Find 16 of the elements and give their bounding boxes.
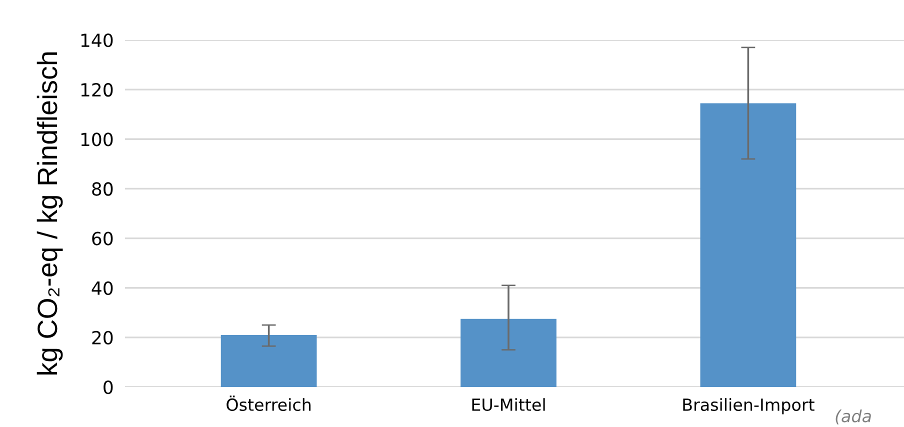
y-tick-label: 100 xyxy=(81,132,113,146)
x-tick-label: Brasilien-Import xyxy=(683,398,814,414)
y-tick-label: 60 xyxy=(92,232,113,246)
y-tick-label: 80 xyxy=(92,182,113,196)
x-tick-label: EU-Mittel xyxy=(472,398,545,412)
y-tick-label: 40 xyxy=(92,281,113,295)
bar xyxy=(700,103,796,387)
bar xyxy=(460,318,556,387)
text: (ada xyxy=(836,409,871,424)
y-axis-title: kg CO₂-eq / kg Rindfleisch xyxy=(36,52,63,374)
y-tick-label: 140 xyxy=(81,33,113,48)
bar xyxy=(220,334,317,387)
y-tick-label: 0 xyxy=(104,380,113,394)
y-tick-label: 20 xyxy=(92,330,113,345)
x-tick-label: Österreich xyxy=(226,396,311,412)
y-tick-label: 120 xyxy=(81,83,113,97)
